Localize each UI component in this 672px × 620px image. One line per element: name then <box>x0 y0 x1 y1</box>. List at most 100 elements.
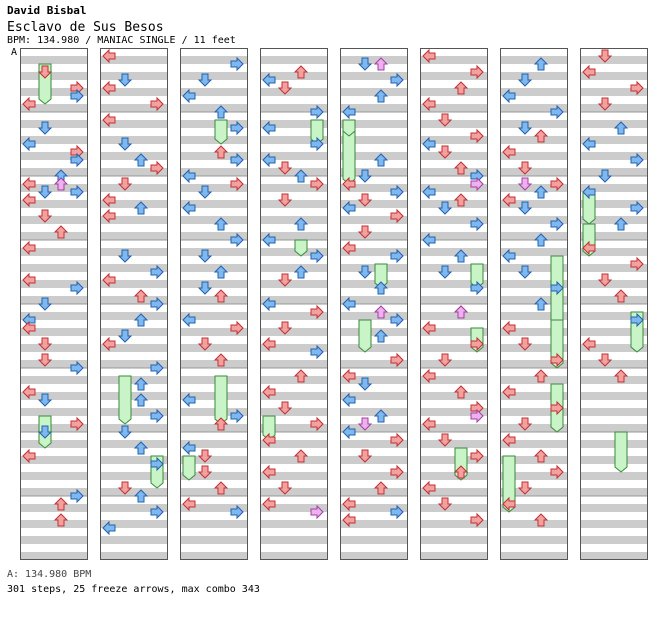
song-title: Esclavo de Sus Besos <box>7 20 164 35</box>
down-arrow-icon <box>517 337 533 351</box>
beat-stripe <box>420 280 488 288</box>
beat-stripe <box>20 344 88 352</box>
beat-stripe <box>500 72 568 80</box>
up-arrow-icon <box>133 441 149 455</box>
left-arrow-icon <box>422 320 436 336</box>
down-arrow-icon <box>437 265 453 279</box>
beat-stripe <box>420 152 488 160</box>
down-arrow-icon <box>517 177 533 191</box>
beat-stripe <box>260 504 328 512</box>
right-arrow-icon <box>230 232 244 248</box>
down-arrow-icon <box>357 169 373 183</box>
beat-stripe <box>180 552 248 560</box>
beat-stripe <box>500 488 568 496</box>
beat-stripe <box>100 200 168 208</box>
beat-stripe <box>420 536 488 544</box>
down-arrow-icon <box>277 161 293 175</box>
beat-stripe <box>340 280 408 288</box>
right-arrow-icon <box>230 320 244 336</box>
beat-stripe <box>260 472 328 480</box>
right-arrow-icon <box>230 176 244 192</box>
left-arrow-icon <box>182 496 196 512</box>
beat-stripe <box>180 152 248 160</box>
right-arrow-icon <box>550 104 564 120</box>
up-arrow-icon <box>373 305 389 319</box>
right-arrow-icon <box>150 296 164 312</box>
bpm-summary: A: 134.980 BPM <box>7 569 92 580</box>
beat-stripe <box>180 120 248 128</box>
left-arrow-icon <box>502 248 516 264</box>
beat-stripe <box>420 376 488 384</box>
beat-stripe <box>420 168 488 176</box>
left-arrow-icon <box>102 336 116 352</box>
beat-stripe <box>100 168 168 176</box>
beat-stripe <box>20 552 88 560</box>
beat-stripe <box>500 504 568 512</box>
beat-stripe <box>340 552 408 560</box>
column-border <box>180 48 248 560</box>
beat-stripe <box>420 248 488 256</box>
beat-stripe <box>420 456 488 464</box>
down-arrow-icon <box>357 417 373 431</box>
beat-stripe <box>260 136 328 144</box>
left-arrow-icon <box>22 176 36 192</box>
left-arrow-icon <box>102 48 116 64</box>
right-arrow-icon <box>310 136 324 152</box>
beat-stripe <box>260 280 328 288</box>
beat-stripe <box>20 312 88 320</box>
left-arrow-icon <box>342 496 356 512</box>
beat-stripe <box>180 488 248 496</box>
beat-stripe <box>580 136 648 144</box>
beat-stripe <box>260 360 328 368</box>
beat-stripe <box>100 152 168 160</box>
beat-stripe <box>100 296 168 304</box>
up-arrow-icon <box>533 449 549 463</box>
down-arrow-icon <box>357 377 373 391</box>
left-arrow-icon <box>102 112 116 128</box>
beat-stripe <box>580 56 648 64</box>
beat-stripe <box>420 312 488 320</box>
down-arrow-icon <box>517 417 533 431</box>
beat-stripe <box>580 248 648 256</box>
beat-stripe <box>340 264 408 272</box>
up-arrow-icon <box>133 153 149 167</box>
up-arrow-icon <box>453 465 469 479</box>
beat-stripe <box>20 104 88 112</box>
up-arrow-icon <box>533 185 549 199</box>
beat-stripe <box>580 472 648 480</box>
right-arrow-icon <box>150 160 164 176</box>
beat-stripe <box>340 312 408 320</box>
beat-stripe <box>100 280 168 288</box>
beat-stripe <box>420 504 488 512</box>
right-arrow-icon <box>310 176 324 192</box>
beat-stripe <box>100 424 168 432</box>
beat-stripe <box>100 376 168 384</box>
beat-stripe <box>580 552 648 560</box>
left-arrow-icon <box>22 384 36 400</box>
beat-stripe <box>260 216 328 224</box>
beat-stripe <box>100 504 168 512</box>
beat-stripe <box>100 472 168 480</box>
beat-stripe <box>500 312 568 320</box>
beat-stripe <box>260 536 328 544</box>
left-arrow-icon <box>182 168 196 184</box>
right-arrow-icon <box>470 336 484 352</box>
beat-stripe <box>420 136 488 144</box>
freeze-arrow <box>214 375 228 425</box>
right-arrow-icon <box>550 280 564 296</box>
right-arrow-icon <box>470 512 484 528</box>
right-arrow-icon <box>230 152 244 168</box>
beat-stripe <box>500 296 568 304</box>
beat-stripe <box>20 152 88 160</box>
up-arrow-icon <box>213 105 229 119</box>
beat-stripe <box>420 104 488 112</box>
right-arrow-icon <box>390 312 404 328</box>
left-arrow-icon <box>22 272 36 288</box>
down-arrow-icon <box>117 137 133 151</box>
beat-stripe <box>100 56 168 64</box>
right-arrow-icon <box>310 344 324 360</box>
left-arrow-icon <box>262 232 276 248</box>
down-arrow-icon <box>517 161 533 175</box>
down-arrow-icon <box>37 425 53 439</box>
beat-stripe <box>340 72 408 80</box>
